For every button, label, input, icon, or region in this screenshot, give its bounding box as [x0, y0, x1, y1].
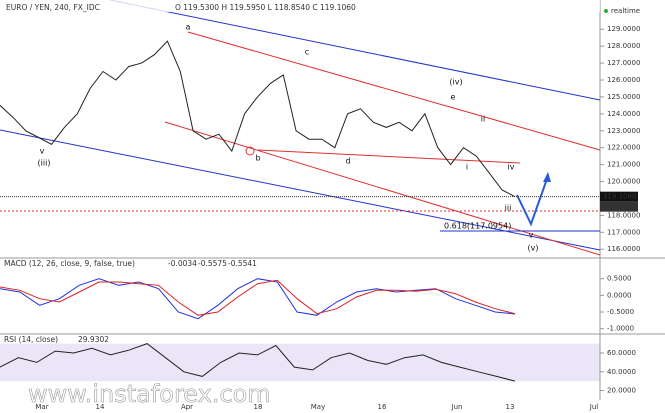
y-tick-label: -1.0000: [607, 325, 634, 333]
series-line: [0, 40, 516, 198]
wave-label: (v): [528, 244, 539, 253]
marker: [245, 146, 255, 156]
x-tick-label: Jul: [589, 403, 599, 411]
rsi-band: [0, 343, 600, 382]
x-tick-label: Jun: [451, 403, 463, 411]
panel-title: MACD (12, 26, close, 9, false, true): [4, 259, 135, 268]
channel-line: [0, 129, 601, 251]
y-tick-label: 126.0000: [607, 76, 640, 84]
readout: -0.5541: [228, 259, 257, 268]
x-tick-label: Mar: [35, 403, 48, 411]
symbol: EURO / YEN, 240, FX_IDC: [6, 3, 100, 12]
channel-line: [109, 0, 601, 101]
ohlc: O 119.5300 H 119.5950 L 118.8540 C 119.1…: [175, 3, 356, 12]
x-tick-label: 16: [378, 403, 387, 411]
wave-label: c: [305, 48, 309, 57]
y-tick-label: 20.0000: [607, 387, 636, 395]
last-price-label: 119.1060: [603, 193, 636, 201]
y-tick-label: 0.0000: [607, 291, 632, 299]
channel-line: [187, 31, 601, 151]
y-tick-label: 121.0000: [607, 161, 640, 169]
wave-label: i: [466, 163, 468, 172]
wave-label: e: [451, 93, 456, 102]
channel-line: [164, 121, 601, 256]
y-tick-label: -0.5000: [607, 308, 634, 316]
readout: 29.9302: [78, 335, 109, 344]
status-dot: [604, 9, 608, 13]
y-tick-label: 120.0000: [607, 178, 640, 186]
last-price-box: [600, 191, 638, 202]
y-tick-label: 116.0000: [607, 245, 640, 253]
arrow-head: [543, 172, 551, 182]
wave-label: (iii): [38, 159, 51, 168]
y-tick-label: 128.0000: [607, 42, 640, 50]
wave-label: v: [529, 231, 534, 240]
countdown: 1:52:04: [604, 203, 632, 211]
y-tick-label: 40.0000: [607, 368, 636, 376]
wave-label: iv: [508, 163, 515, 172]
wave-label: (iv): [449, 78, 462, 87]
x-tick-label: 13: [506, 403, 515, 411]
panel-title: RSI (14, close): [4, 335, 58, 344]
wave-label: ii: [481, 115, 485, 124]
y-tick-label: 118.0000: [607, 211, 640, 219]
x-tick-label: Apr: [181, 403, 193, 411]
wave-label: a: [186, 23, 191, 32]
readout: -0.5575: [198, 259, 227, 268]
header-bar: [0, 0, 600, 12]
y-tick-label: 129.0000: [607, 25, 640, 33]
series-line: [0, 343, 516, 382]
series-line: [0, 278, 516, 320]
y-tick-label: 122.0000: [607, 144, 640, 152]
wave-label: 0.618(117.0954): [444, 222, 511, 231]
countdown-box: [600, 201, 638, 212]
y-tick-label: 124.0000: [607, 110, 640, 118]
realtime: realtime: [611, 7, 640, 15]
projection-arrow: [516, 175, 549, 227]
wave-label: b: [255, 154, 260, 163]
wave-label: iii: [505, 204, 512, 213]
x-tick-label: 18: [254, 403, 263, 411]
y-tick-label: 117.0000: [607, 228, 640, 236]
y-tick-label: 123.0000: [607, 127, 640, 135]
x-tick-label: 14: [96, 403, 105, 411]
y-tick-label: 127.0000: [607, 59, 640, 67]
series-line: [0, 279, 516, 316]
wave-label: d: [345, 157, 350, 166]
watermark: www.instaforex.com: [28, 380, 271, 408]
y-tick-label: 0.5000: [607, 275, 632, 283]
x-tick-label: May: [311, 403, 325, 411]
wave-label: v: [40, 147, 45, 156]
y-tick-label: 60.0000: [607, 349, 636, 357]
y-tick-label: 125.0000: [607, 93, 640, 101]
channel-line: [257, 149, 521, 164]
readout: -0.0034: [168, 259, 197, 268]
